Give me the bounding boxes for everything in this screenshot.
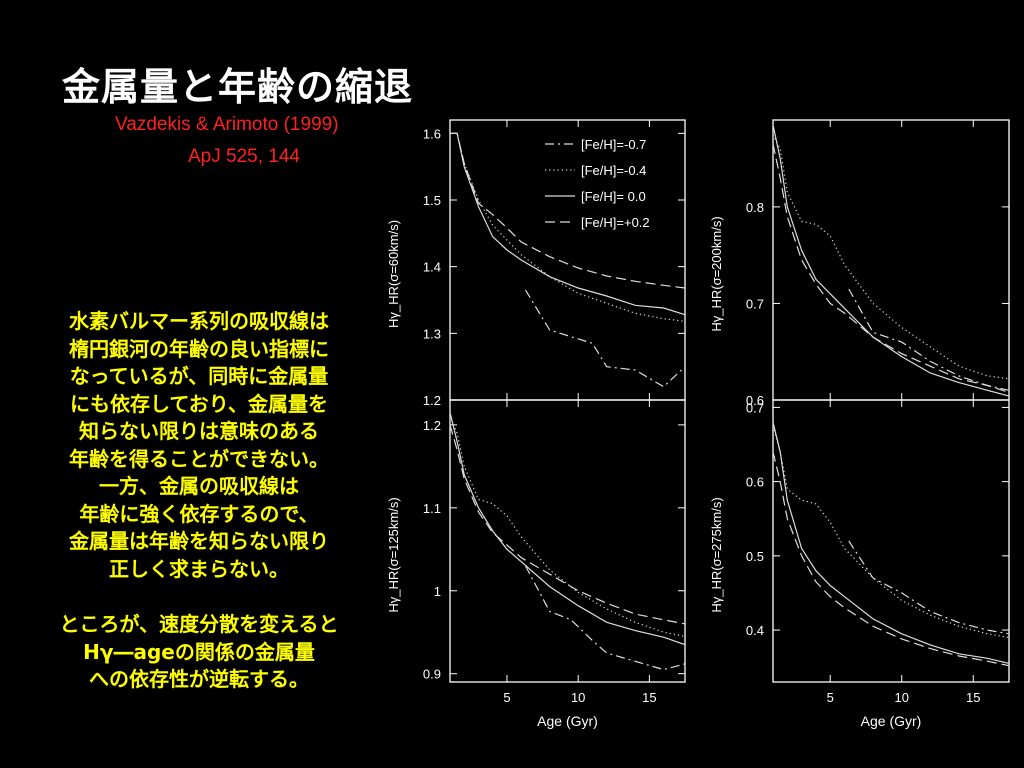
reference-journal: ApJ 525, 144 <box>188 146 300 167</box>
explanation-line: 年齢に強く依存するので、 <box>79 501 319 526</box>
x-tick-label: 15 <box>642 690 656 705</box>
explanation-line: 年齢を得ることができない。 <box>69 446 329 471</box>
x-tick-label: 5 <box>503 690 510 705</box>
y-tick-label: 0.5 <box>746 549 764 564</box>
y-axis-label: Hγ_HR(σ=275km/s) <box>709 497 724 612</box>
series-line-dashdot <box>524 565 686 671</box>
y-tick-label: 1.2 <box>423 393 441 408</box>
conclusion-line: Hγ―ageの関係の金属量 <box>83 639 315 664</box>
panel-frame <box>772 119 1010 401</box>
y-tick-label: 1.3 <box>423 326 441 341</box>
y-tick-label: 1.1 <box>423 501 441 516</box>
panel-frame <box>449 119 686 401</box>
explanation-line: 正しく求まらない。 <box>109 556 289 581</box>
y-tick-label: 0.8 <box>746 200 764 215</box>
y-tick-label: 0.9 <box>423 667 441 682</box>
y-tick-label: 0.6 <box>746 393 764 408</box>
explanation-line: 知らない限りは意味のある <box>79 419 319 443</box>
x-axis-label: Age (Gyr) <box>537 713 598 729</box>
legend-label: [Fe/H]=-0.4 <box>581 163 646 178</box>
y-tick-label: 0.6 <box>746 475 764 490</box>
reference-authors: Vazdekis & Arimoto (1999) <box>115 114 339 135</box>
explanation-line: 水素バルマー系列の吸収線は <box>69 309 329 333</box>
slide-title: 金属量と年齢の縮退 <box>62 65 414 109</box>
x-tick-label: 10 <box>571 690 585 705</box>
series-line-dashed <box>772 143 1010 393</box>
conclusion-line: への依存性が逆転する。 <box>89 667 309 691</box>
y-tick-label: 1.5 <box>423 193 441 208</box>
series-line-dotted <box>772 134 1010 380</box>
y-tick-label: 1.4 <box>423 260 441 275</box>
explanation-line: にも依存しており、金属量を <box>70 391 328 416</box>
explanation-line: 金属量は年齢を知らない限り <box>69 529 329 553</box>
x-axis-label: Age (Gyr) <box>861 713 922 729</box>
explanation-line: 楕円銀河の年齢の良い指標に <box>69 336 329 361</box>
explanation-line: なっているが、同時に金属量 <box>69 364 329 388</box>
series-line-dashdot <box>524 289 686 388</box>
x-tick-label: 15 <box>966 690 980 705</box>
series-line-solid <box>450 132 686 316</box>
series-line-solid <box>772 124 1010 397</box>
y-tick-label: 0.4 <box>746 623 764 638</box>
y-tick-label: 0.7 <box>746 296 764 311</box>
series-line-dashdot <box>848 540 1010 635</box>
y-tick-label: 1 <box>434 584 441 599</box>
legend-label: [Fe/H]= 0.0 <box>581 189 646 204</box>
y-axis-label: Hγ_HR(σ=125km/s) <box>386 497 401 612</box>
series-line-dotted <box>450 132 686 322</box>
series-line-solid <box>772 422 1010 664</box>
explanation-text: 水素バルマー系列の吸収線は 楕円銀河の年齢の良い指標に なっているが、同時に金属… <box>18 308 380 694</box>
series-line-dashed <box>450 132 686 289</box>
paragraph-gap <box>18 583 380 611</box>
series-line-dashed <box>449 424 686 625</box>
y-tick-label: 0.7 <box>746 400 764 415</box>
series-line-dotted <box>772 425 1010 639</box>
legend-label: [Fe/H]=+0.2 <box>581 215 650 230</box>
series-line-dashed <box>772 451 1010 667</box>
series-line-solid <box>449 412 686 646</box>
explanation-line: 一方、金属の吸収線は <box>99 474 299 498</box>
panel-frame <box>449 399 686 683</box>
y-tick-label: 1.2 <box>423 418 441 433</box>
series-line-dotted <box>449 416 686 637</box>
y-axis-label: Hγ_HR(σ=60km/s) <box>386 220 401 328</box>
y-tick-label: 1.6 <box>423 126 441 141</box>
y-axis-label: Hγ_HR(σ=200km/s) <box>709 216 724 331</box>
panel-frame <box>772 399 1010 683</box>
legend-label: [Fe/H]=-0.7 <box>581 137 646 152</box>
x-tick-label: 5 <box>827 690 834 705</box>
x-tick-label: 10 <box>894 690 908 705</box>
age-hgamma-figure: 1.2 1.3 1.4 1.5 1.6 Hγ_HR(σ=60km/s) [Fe/H]=-0.… <box>386 119 1010 729</box>
series-line-dashdot <box>848 288 1010 391</box>
conclusion-line: ところが、速度分散を変えると <box>59 612 339 636</box>
